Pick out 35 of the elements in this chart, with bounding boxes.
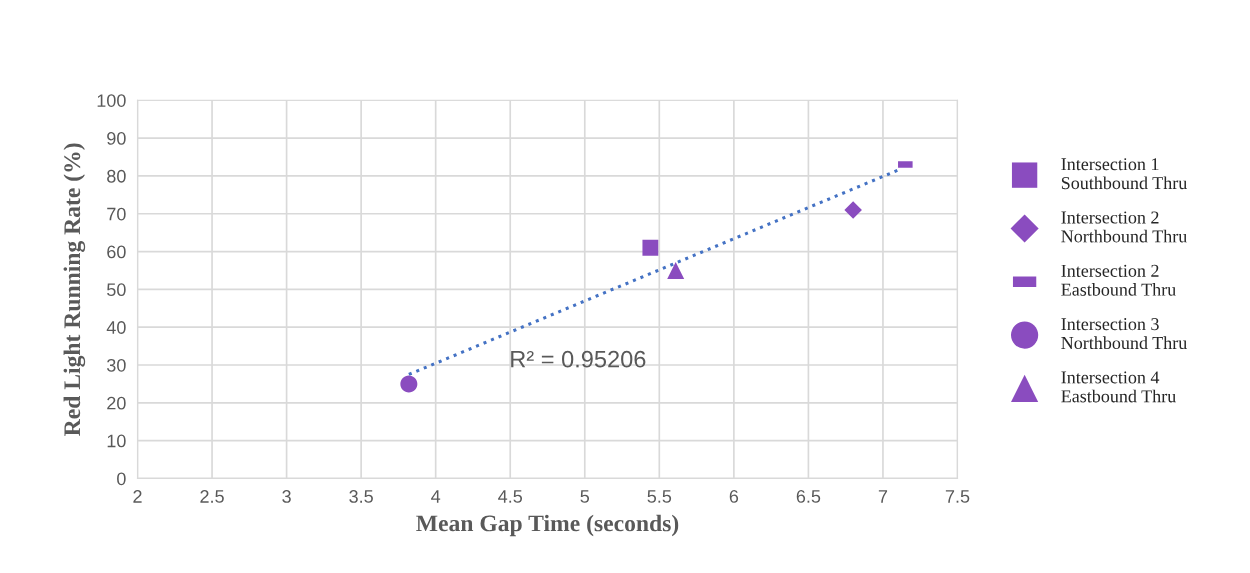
x-tick-label: 2.5 (200, 490, 224, 503)
point (667, 261, 685, 279)
y-tick-label: 20 (107, 396, 126, 410)
y-tick-label: 40 (106, 321, 126, 334)
x-tick-label: 6 (729, 490, 739, 503)
y-axis-title: Red Light Running Rate (%) (63, 143, 86, 436)
x-tick-label: 4 (431, 490, 441, 503)
x-tick-label: 5 (580, 490, 590, 503)
legend-label: Intersection 4 Eastbound Thru (1061, 371, 1176, 403)
x-tick-label: 5.5 (647, 490, 672, 503)
y-tick-label: 100 (97, 94, 126, 107)
y-tick-label: 80 (107, 169, 126, 183)
x-tick-label: 3.5 (349, 490, 373, 503)
x-tick-label: 2 (133, 490, 142, 503)
x-tick-label: 6.5 (796, 490, 821, 503)
legend-label: Intersection 2 Eastbound Thru (1061, 264, 1176, 296)
x-tick-label: 7 (878, 490, 888, 503)
y-tick-label: 10 (107, 434, 126, 448)
y-tick-label: 0 (117, 472, 126, 486)
y-tick-label: 90 (107, 132, 126, 145)
y-tick-label: 60 (107, 245, 126, 259)
annotation: R² = 0.95206 (511, 350, 646, 368)
x-tick-label: 4.5 (498, 490, 523, 503)
point (642, 239, 659, 256)
legend-label: Intersection 2 Northbound Thru (1061, 211, 1187, 243)
legend-label: Intersection 1 Southbound Thru (1061, 158, 1187, 190)
legend-label: Intersection 3 Northbound Thru (1061, 318, 1187, 350)
x-tick-label: 7.5 (945, 490, 970, 503)
point (844, 201, 862, 219)
x-axis-title: Mean Gap Time (seconds) (416, 514, 679, 537)
point (400, 375, 418, 393)
y-tick-label: 70 (107, 207, 126, 221)
y-tick-label: 50 (107, 283, 126, 297)
x-tick-label: 3 (282, 490, 291, 503)
y-tick-label: 30 (107, 358, 126, 372)
